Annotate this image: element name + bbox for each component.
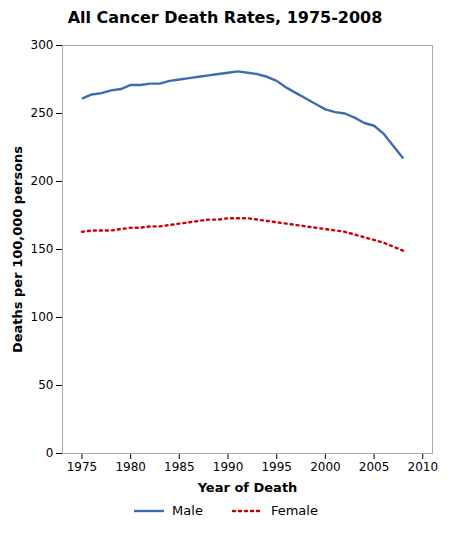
svg-text:0: 0: [46, 446, 54, 460]
svg-text:100: 100: [31, 310, 54, 324]
svg-text:1975: 1975: [67, 460, 98, 474]
svg-text:50: 50: [38, 378, 53, 392]
svg-text:1985: 1985: [164, 460, 195, 474]
html-text:All Cancer Death Rates, 1975-2: All Cancer Death Rates, 1975-2008: [67, 8, 383, 27]
svg-text:Year of Death: Year of Death: [197, 480, 298, 495]
html-text:Male: Male: [172, 503, 203, 518]
svg-text:1995: 1995: [261, 460, 292, 474]
svg-text:150: 150: [31, 242, 54, 256]
svg-text:2000: 2000: [310, 460, 341, 474]
svg-text:Deaths per 100,000 persons: Deaths per 100,000 persons: [10, 146, 25, 353]
svg-text:2005: 2005: [359, 460, 390, 474]
svg-text:1980: 1980: [115, 460, 146, 474]
svg-text:1990: 1990: [213, 460, 244, 474]
svg-text:2010: 2010: [407, 460, 438, 474]
svg-text:300: 300: [31, 38, 54, 52]
svg-text:250: 250: [31, 106, 54, 120]
svg-text:200: 200: [31, 174, 54, 188]
html-text:Female: Female: [270, 503, 318, 518]
